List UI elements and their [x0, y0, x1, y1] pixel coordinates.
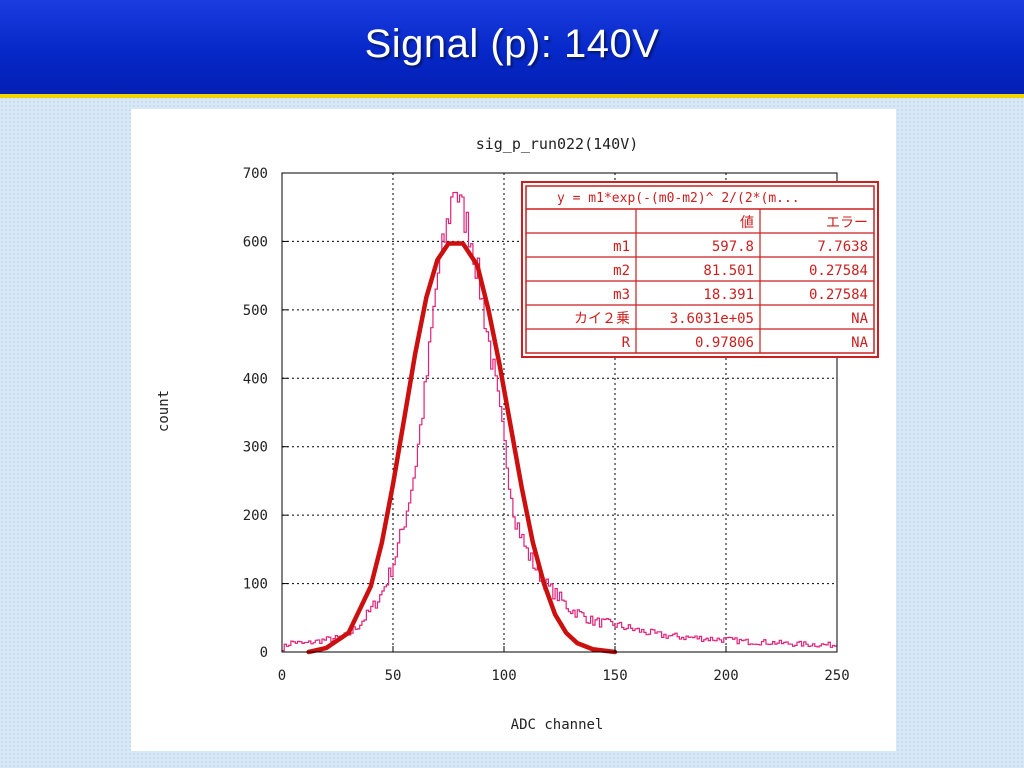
fit-table-frame	[521, 181, 879, 358]
fit-table-cell: 0.97806	[695, 335, 754, 351]
fit-table-cell: m2	[613, 263, 630, 279]
y-tick-label: 100	[243, 577, 268, 593]
fit-table-cell: 0.27584	[809, 263, 868, 279]
chart-panel: sig_p_run022(140V) 0 50 100 150 200 250 0 100 20…	[131, 109, 896, 751]
histogram-series	[282, 191, 837, 652]
fit-table-cell: 18.391	[703, 287, 754, 303]
fit-table-header: y = m1*exp(-(m0-m2)^ 2/(2*(m...	[557, 191, 800, 206]
fit-table-cell: R	[622, 335, 631, 351]
y-tick-label: 700	[243, 166, 268, 182]
plot-frame	[281, 172, 838, 653]
slide-title-bar: Signal (p): 140V	[0, 0, 1024, 98]
chart-title: sig_p_run022(140V)	[476, 135, 639, 153]
x-tick-label: 200	[713, 668, 738, 684]
fit-table-cell: 3.6031e+05	[670, 311, 754, 327]
chart: sig_p_run022(140V) 0 50 100 150 200 250 0 100 20…	[156, 135, 879, 733]
fit-table-cell: NA	[851, 335, 868, 351]
fit-table-cell: 0.27584	[809, 287, 868, 303]
y-tick-label: 200	[243, 508, 268, 524]
x-tick-label: 250	[824, 668, 849, 684]
fit-table-cell: カイ２乗	[574, 311, 630, 327]
x-tick-label: 150	[602, 668, 627, 684]
fit-table-cell: 7.7638	[817, 239, 868, 255]
x-tick-label: 0	[278, 668, 286, 684]
y-tick-label: 400	[243, 371, 268, 387]
y-tick-label: 0	[260, 645, 268, 661]
histogram-line	[282, 191, 837, 652]
fit-table-cell: 597.8	[712, 239, 754, 255]
fit-table-column-header: エラー	[826, 215, 868, 231]
fit-table-cell: m3	[613, 287, 630, 303]
y-axis-label: count	[156, 390, 172, 432]
x-axis-label: ADC channel	[511, 717, 604, 733]
fit-table-cell: NA	[851, 311, 868, 327]
axis-ticks: 0 50 100 150 200 250 0 100 200 300 400 500 600 700	[243, 166, 850, 684]
slide-title: Signal (p): 140V	[364, 22, 660, 66]
y-tick-label: 300	[243, 440, 268, 456]
x-tick-label: 100	[491, 668, 516, 684]
fit-table-cell: m1	[613, 239, 630, 255]
fit-table-inner-frame	[525, 185, 875, 354]
fit-parameter-table: y = m1*exp(-(m0-m2)^ 2/(2*(m... 値 エラー m1 597…	[521, 181, 879, 358]
y-tick-label: 600	[243, 234, 268, 250]
x-tick-label: 50	[385, 668, 402, 684]
fit-curve-line	[306, 241, 618, 655]
fit-table-column-header: 値	[740, 215, 754, 231]
fit-curve-series	[306, 241, 618, 655]
y-tick-label: 500	[243, 303, 268, 319]
fit-table-cell: 81.501	[703, 263, 754, 279]
